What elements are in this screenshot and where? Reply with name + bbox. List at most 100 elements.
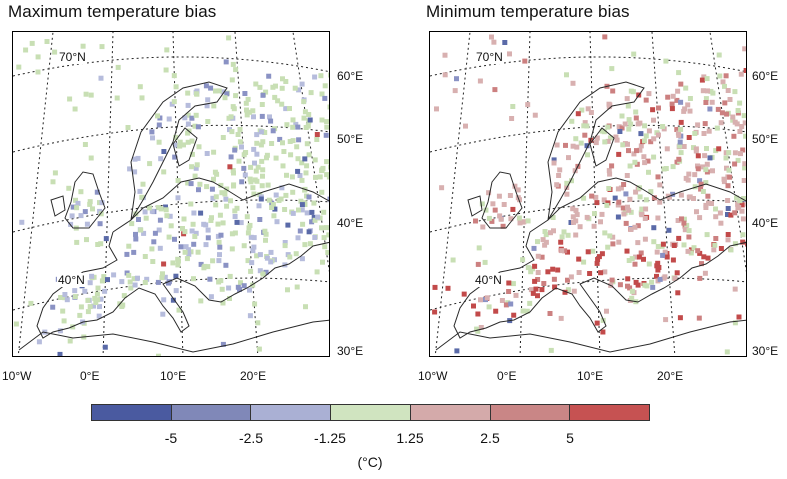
station-marker <box>660 241 666 247</box>
station-marker <box>703 96 709 102</box>
station-marker <box>139 194 145 200</box>
station-marker <box>695 153 701 159</box>
station-marker <box>322 83 328 89</box>
station-marker <box>609 277 615 283</box>
station-marker <box>715 106 721 112</box>
station-marker <box>253 81 259 87</box>
station-marker <box>564 191 570 197</box>
station-marker <box>211 149 217 155</box>
station-marker <box>681 144 687 149</box>
station-marker <box>295 168 301 174</box>
station-marker <box>139 95 145 101</box>
graticule-line <box>430 56 746 77</box>
station-marker <box>327 196 329 202</box>
panel-title-right: Minimum temperature bias <box>426 2 630 21</box>
station-marker <box>480 224 486 230</box>
station-marker <box>260 271 266 277</box>
station-marker <box>290 210 296 216</box>
station-marker <box>741 113 746 119</box>
station-marker <box>299 256 305 262</box>
station-marker <box>185 180 191 186</box>
station-marker <box>284 122 290 128</box>
station-marker <box>621 182 627 187</box>
station-marker <box>646 91 652 97</box>
station-marker <box>274 219 280 225</box>
station-marker <box>635 282 641 288</box>
station-marker <box>263 269 269 275</box>
station-marker <box>626 126 632 132</box>
station-marker <box>670 93 676 99</box>
station-marker <box>16 64 22 70</box>
station-marker <box>292 85 298 91</box>
station-marker <box>297 228 303 234</box>
station-marker <box>641 256 646 262</box>
station-marker <box>326 232 329 238</box>
station-marker <box>721 176 727 182</box>
station-marker <box>629 295 635 301</box>
station-marker <box>155 205 161 211</box>
lon-label-0e-right: 0°E <box>497 369 517 383</box>
station-marker <box>493 308 499 314</box>
lon-label-60e-left: 60°E <box>337 69 364 83</box>
station-marker <box>126 272 132 278</box>
station-marker <box>300 221 306 227</box>
station-marker <box>13 321 19 327</box>
station-marker <box>651 239 657 245</box>
station-marker <box>535 270 541 275</box>
station-marker <box>227 164 233 170</box>
station-marker <box>606 186 612 191</box>
station-marker <box>321 209 327 215</box>
station-marker <box>50 179 56 185</box>
station-marker <box>151 239 157 245</box>
station-marker <box>617 129 623 134</box>
station-marker <box>532 263 538 269</box>
station-marker <box>273 83 278 89</box>
station-marker <box>655 174 661 180</box>
station-marker <box>686 234 692 240</box>
coastline-path <box>130 81 228 221</box>
station-marker <box>266 197 272 203</box>
station-marker <box>632 224 638 230</box>
station-marker <box>269 141 275 146</box>
station-marker <box>295 235 301 241</box>
station-marker <box>283 79 289 84</box>
station-marker <box>181 142 186 148</box>
station-marker <box>243 100 249 106</box>
station-marker <box>99 44 105 50</box>
station-marker <box>132 156 138 162</box>
station-marker <box>196 144 202 150</box>
station-marker <box>279 101 285 107</box>
station-marker <box>616 124 622 130</box>
station-marker <box>74 205 80 211</box>
station-marker <box>83 91 89 97</box>
station-marker <box>280 76 285 82</box>
station-marker <box>615 186 621 192</box>
station-marker <box>722 100 728 106</box>
station-marker <box>607 135 613 141</box>
station-marker <box>551 228 556 234</box>
station-marker <box>626 258 632 263</box>
station-marker <box>676 156 682 162</box>
station-marker <box>115 64 121 70</box>
station-marker <box>213 202 219 208</box>
station-marker <box>306 152 312 158</box>
station-marker <box>288 152 294 158</box>
station-marker <box>555 267 561 273</box>
station-marker <box>697 250 703 256</box>
station-marker <box>198 298 204 304</box>
station-marker <box>245 258 251 264</box>
station-marker <box>216 258 222 264</box>
station-marker <box>642 216 648 221</box>
station-marker <box>319 225 324 231</box>
station-marker <box>105 277 110 283</box>
station-marker <box>229 231 235 237</box>
coastline <box>435 81 746 353</box>
station-marker <box>268 118 274 124</box>
station-marker <box>705 255 711 261</box>
station-marker <box>223 196 229 202</box>
station-marker <box>624 248 630 254</box>
station-marker <box>627 196 633 202</box>
station-marker <box>247 287 252 293</box>
graticule-line <box>430 124 746 153</box>
station-marker <box>725 232 731 237</box>
